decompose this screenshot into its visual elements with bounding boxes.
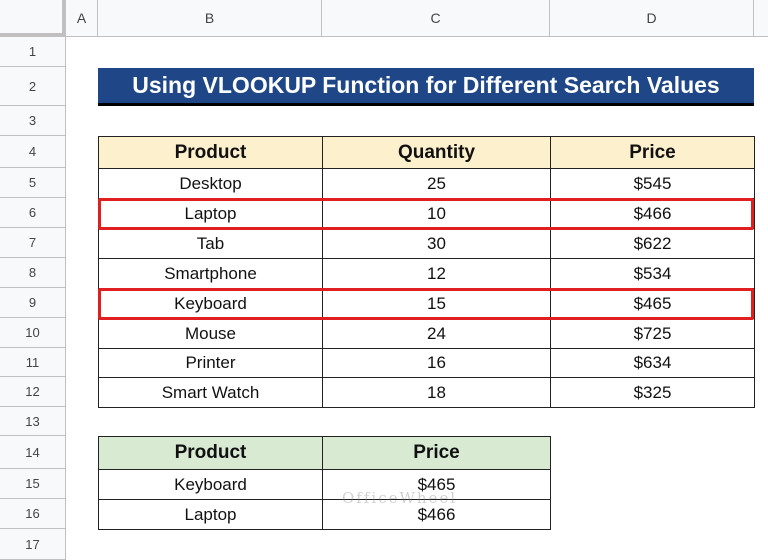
main-cell[interactable]: Desktop	[98, 168, 323, 199]
main-cell[interactable]: 18	[322, 377, 551, 408]
main-header-product: Product	[98, 136, 323, 169]
row-header-15[interactable]: 15	[0, 469, 66, 499]
row-header-6[interactable]: 6	[0, 198, 66, 228]
main-cell[interactable]: Printer	[98, 348, 323, 378]
row-header-8[interactable]: 8	[0, 258, 66, 288]
result-cell[interactable]: $466	[322, 499, 551, 530]
column-header-B[interactable]: B	[98, 0, 322, 37]
row-header-17[interactable]: 17	[0, 529, 66, 560]
row-header-1[interactable]: 1	[0, 37, 66, 67]
row-header-2[interactable]: 2	[0, 67, 66, 106]
row-header-9[interactable]: 9	[0, 288, 66, 318]
main-cell[interactable]: 25	[322, 168, 551, 199]
main-cell[interactable]: 30	[322, 228, 551, 259]
highlight-box-laptop	[98, 198, 754, 230]
main-cell[interactable]: 12	[322, 258, 551, 289]
main-cell[interactable]: Smart Watch	[98, 377, 323, 408]
result-cell[interactable]: $465	[322, 469, 551, 500]
row-header-12[interactable]: 12	[0, 377, 66, 407]
column-header-E[interactable]	[754, 0, 768, 37]
row-header-5[interactable]: 5	[0, 168, 66, 198]
main-cell[interactable]: Smartphone	[98, 258, 323, 289]
main-cell[interactable]: $325	[550, 377, 755, 408]
result-cell[interactable]: Laptop	[98, 499, 323, 530]
row-header-16[interactable]: 16	[0, 499, 66, 529]
main-cell[interactable]: 24	[322, 318, 551, 349]
result-header-price: Price	[322, 436, 551, 470]
result-header-product: Product	[98, 436, 323, 470]
column-header-A[interactable]: A	[66, 0, 98, 37]
main-cell[interactable]: Mouse	[98, 318, 323, 349]
main-cell[interactable]: $545	[550, 168, 755, 199]
main-cell[interactable]: 16	[322, 348, 551, 378]
highlight-box-keyboard	[98, 288, 754, 320]
main-cell[interactable]: Tab	[98, 228, 323, 259]
main-header-price: Price	[550, 136, 755, 169]
column-header-D[interactable]: D	[550, 0, 754, 37]
row-header-10[interactable]: 10	[0, 318, 66, 348]
row-header-14[interactable]: 14	[0, 436, 66, 469]
title-banner: Using VLOOKUP Function for Different Sea…	[98, 68, 754, 106]
main-cell[interactable]: $534	[550, 258, 755, 289]
main-cell[interactable]: $634	[550, 348, 755, 378]
main-cell[interactable]: $725	[550, 318, 755, 349]
column-header-C[interactable]: C	[322, 0, 550, 37]
main-cell[interactable]: $622	[550, 228, 755, 259]
main-header-quantity: Quantity	[322, 136, 551, 169]
row-header-13[interactable]: 13	[0, 407, 66, 436]
result-cell[interactable]: Keyboard	[98, 469, 323, 500]
row-header-4[interactable]: 4	[0, 136, 66, 168]
row-header-7[interactable]: 7	[0, 228, 66, 258]
select-all-corner[interactable]	[0, 0, 66, 37]
row-header-3[interactable]: 3	[0, 106, 66, 136]
row-header-11[interactable]: 11	[0, 348, 66, 377]
